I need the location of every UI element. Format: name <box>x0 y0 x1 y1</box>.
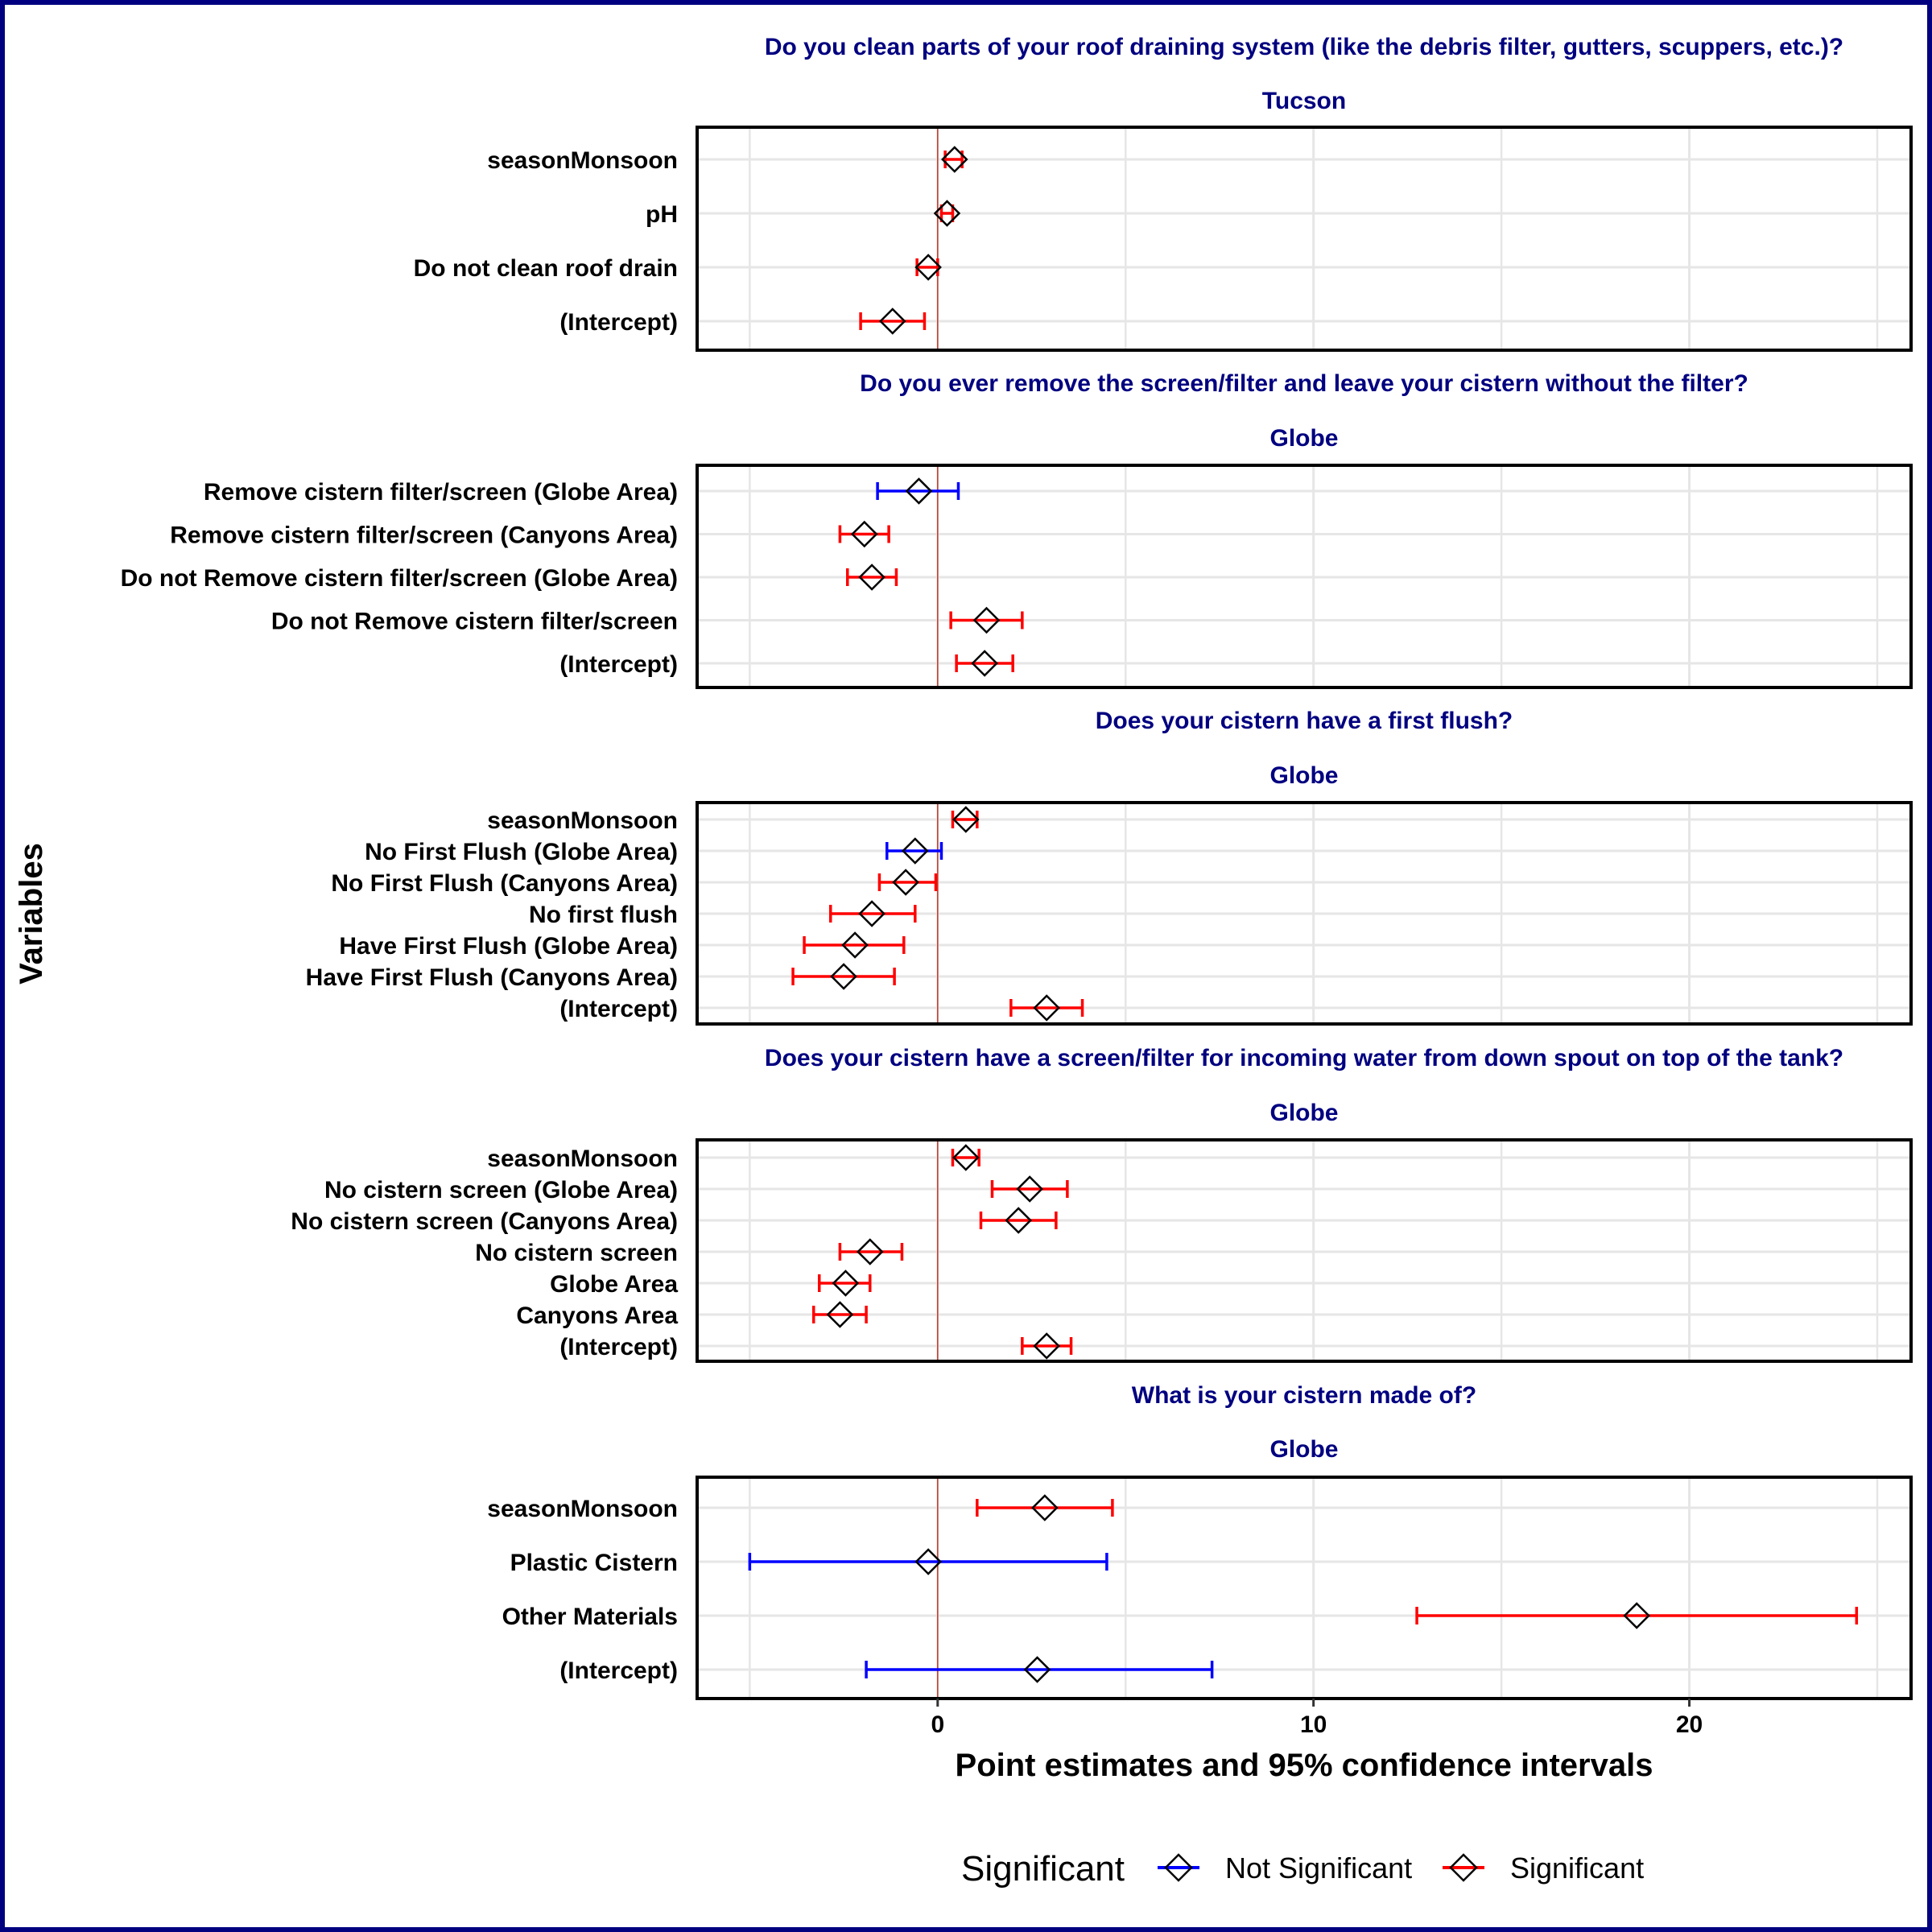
panel-border <box>696 801 1913 1026</box>
row-label: No First Flush (Globe Area) <box>365 839 678 865</box>
row-label: seasonMonsoon <box>487 1496 678 1522</box>
row-label: (Intercept) <box>559 309 678 336</box>
x-axis-title: Point estimates and 95% confidence inter… <box>956 1748 1653 1783</box>
point-estimate-marker <box>826 1301 854 1328</box>
point-estimate-marker <box>971 650 998 677</box>
row-label: Canyons Area <box>516 1302 678 1329</box>
point-estimate-marker <box>914 1548 942 1575</box>
point-estimate-marker <box>941 146 968 173</box>
point-estimate-marker <box>850 520 878 548</box>
panel-border <box>696 126 1913 352</box>
point-estimate-marker <box>1033 1332 1060 1360</box>
point-estimate-marker <box>902 837 929 865</box>
row-label: Have First Flush (Globe Area) <box>339 933 678 960</box>
point-estimate-marker <box>905 477 933 505</box>
row-label: Remove cistern filter/screen (Globe Area… <box>204 479 678 506</box>
legend-entry-label: Significant <box>1510 1852 1644 1885</box>
row-label: seasonMonsoon <box>487 807 678 834</box>
row-label: (Intercept) <box>559 1657 678 1684</box>
row-label: Remove cistern filter/screen (Canyons Ar… <box>170 522 678 549</box>
point-estimate-marker <box>858 564 886 591</box>
panel-question: Do you ever remove the screen/filter and… <box>860 370 1748 397</box>
point-estimate-marker <box>972 606 1001 634</box>
panel-strip-label: Globe <box>1269 1436 1338 1463</box>
row-label: Do not Remove cistern filter/screen (Glo… <box>121 565 678 592</box>
panel-border <box>696 464 1913 689</box>
panel-strip-label: Tucson <box>1262 88 1346 114</box>
x-tick-label: 20 <box>1676 1711 1703 1738</box>
row-label: Globe Area <box>550 1271 678 1298</box>
panel-border <box>696 1138 1913 1363</box>
row-label: (Intercept) <box>559 1334 678 1360</box>
row-label: seasonMonsoon <box>487 1146 678 1172</box>
legend-key-diamond <box>1449 1853 1478 1882</box>
row-label: Have First Flush (Canyons Area) <box>306 964 678 991</box>
point-estimate-marker <box>952 806 980 833</box>
panels-group: Do you clean parts of your roof draining… <box>121 34 1913 1700</box>
panel-question: Does your cistern have a first flush? <box>1096 708 1513 734</box>
panel-4: Does your cistern have a screen/filter f… <box>291 1045 1913 1363</box>
legend-entry-label: Not Significant <box>1225 1852 1412 1885</box>
row-label: No cistern screen <box>475 1240 678 1266</box>
panel-1: Do you clean parts of your roof draining… <box>414 34 1913 352</box>
panel-border <box>696 1476 1913 1700</box>
point-estimate-marker <box>1623 1602 1650 1629</box>
row-label: Other Materials <box>502 1604 678 1630</box>
row-label: Plastic Cistern <box>510 1550 678 1576</box>
x-tick-label: 10 <box>1300 1711 1327 1738</box>
point-estimate-marker <box>952 1144 980 1171</box>
row-label: Do not Remove cistern filter/screen <box>271 609 678 635</box>
point-estimate-marker <box>832 1269 860 1297</box>
panel-strip-label: Globe <box>1269 762 1338 789</box>
panel-2: Do you ever remove the screen/filter and… <box>121 370 1913 689</box>
y-axis-title: Variables <box>14 843 49 985</box>
legend: Significant Not Significant Significant <box>961 1849 1644 1889</box>
panel-question: Do you clean parts of your roof draining… <box>765 34 1843 60</box>
x-axis: 0 10 20 <box>931 1699 1703 1738</box>
panel-strip-label: Globe <box>1269 1100 1338 1126</box>
x-tick-label: 0 <box>931 1711 944 1738</box>
panel-strip-label: Globe <box>1269 425 1338 452</box>
row-label: (Intercept) <box>559 996 678 1022</box>
point-estimate-marker <box>879 308 906 335</box>
row-label: pH <box>646 201 678 228</box>
point-estimate-marker <box>1005 1207 1032 1234</box>
panel-question: Does your cistern have a screen/filter f… <box>765 1045 1843 1071</box>
point-estimate-marker <box>856 1238 884 1265</box>
row-label: No First Flush (Canyons Area) <box>331 870 678 897</box>
panel-3: Does your cistern have a first flush? Glo… <box>306 708 1913 1026</box>
panel-question: What is your cistern made of? <box>1132 1382 1476 1409</box>
point-estimate-marker <box>892 869 919 896</box>
point-estimate-marker <box>1023 1656 1051 1683</box>
point-estimate-marker <box>1016 1175 1043 1203</box>
row-label: (Intercept) <box>559 651 678 678</box>
legend-key-diamond <box>1164 1853 1193 1882</box>
point-estimate-marker <box>858 900 886 927</box>
point-estimate-marker <box>1031 1494 1059 1521</box>
row-label: seasonMonsoon <box>487 147 678 174</box>
point-estimate-marker <box>914 254 942 281</box>
point-estimate-marker <box>841 931 869 959</box>
point-estimate-marker <box>830 963 857 990</box>
point-estimate-marker <box>1033 994 1060 1022</box>
panel-5: What is your cistern made of? Globe season… <box>487 1382 1913 1700</box>
row-label: No first flush <box>529 902 678 928</box>
point-estimate-marker <box>933 200 961 227</box>
legend-title: Significant <box>961 1849 1125 1889</box>
row-label: No cistern screen (Globe Area) <box>324 1177 678 1203</box>
row-label: No cistern screen (Canyons Area) <box>291 1208 678 1235</box>
row-label: Do not clean roof drain <box>414 255 678 282</box>
